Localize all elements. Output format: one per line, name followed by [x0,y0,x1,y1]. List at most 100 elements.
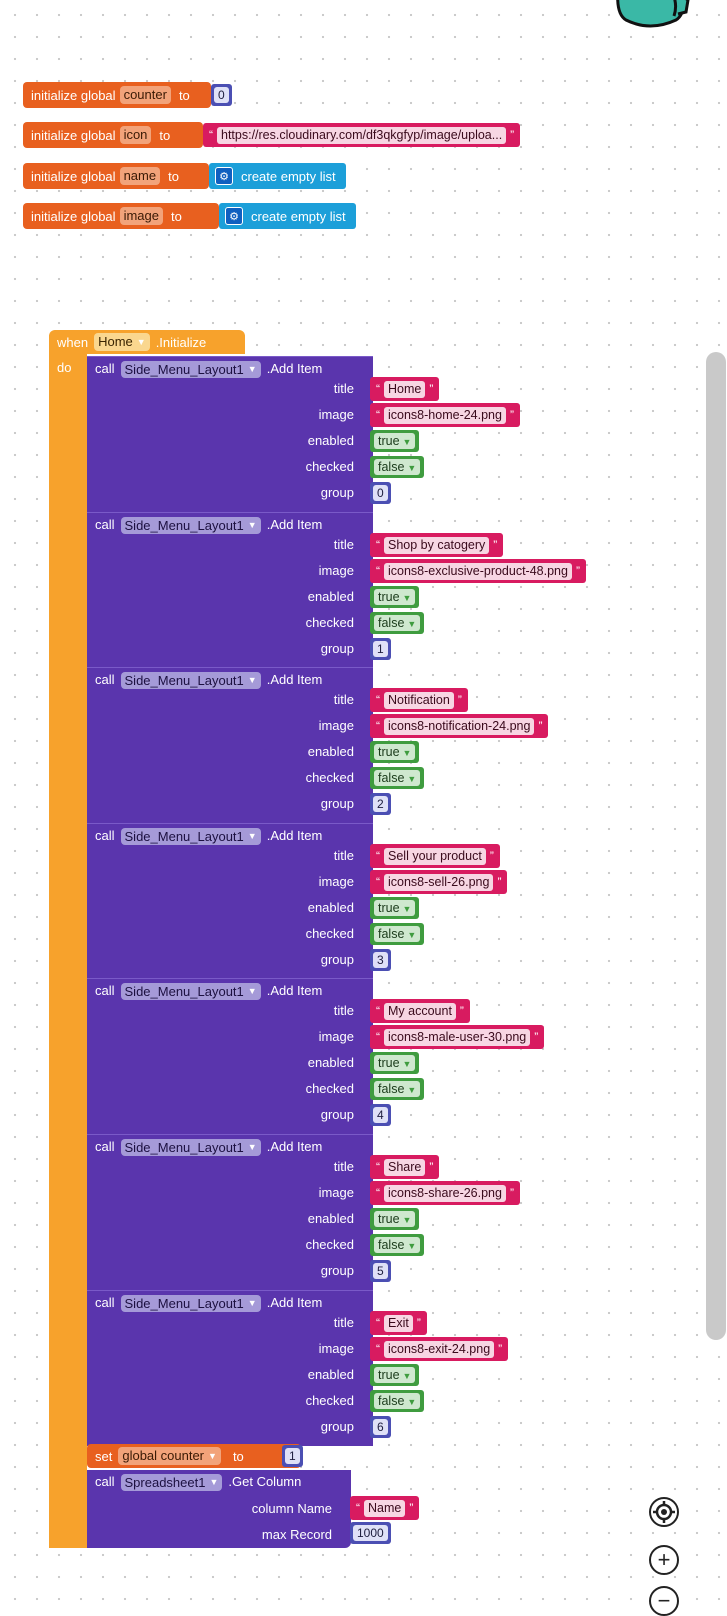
boolean-block-enabled[interactable]: true ▼ [370,586,420,608]
title-text-field[interactable]: Share [384,1158,426,1176]
text-block-title[interactable]: “Shop by catogery” [370,533,504,557]
component-dropdown[interactable]: Side_Menu_Layout1 ▼ [120,361,261,378]
max-record-value[interactable]: 1000 [353,1525,388,1541]
checked-dropdown[interactable]: false ▼ [374,615,421,631]
enabled-dropdown[interactable]: true ▼ [374,589,416,605]
add-item-call-block[interactable]: call Side_Menu_Layout1 ▼ .Add Item [87,1134,373,1290]
add-item-call-block[interactable]: call Side_Menu_Layout1 ▼ .Add Item [87,978,373,1134]
component-dropdown[interactable]: Home ▼ [94,333,150,351]
group-number-field[interactable]: 0 [373,485,388,501]
url-text-field[interactable]: https://res.cloudinary.com/df3qkgfyp/ima… [217,126,507,144]
enabled-dropdown[interactable]: true ▼ [374,433,416,449]
text-block-image[interactable]: “icons8-notification-24.png” [370,714,549,738]
title-text-field[interactable]: Home [384,380,426,398]
text-block-image[interactable]: “icons8-male-user-30.png” [370,1025,545,1049]
text-block-image[interactable]: “icons8-share-26.png” [370,1181,520,1205]
boolean-block-checked[interactable]: false ▼ [370,612,425,634]
component-dropdown[interactable]: Side_Menu_Layout1 ▼ [120,983,261,1000]
text-block-title[interactable]: “Exit” [370,1311,427,1335]
checked-dropdown[interactable]: false ▼ [374,459,421,475]
image-text-field[interactable]: icons8-sell-26.png [384,873,494,891]
title-text-field[interactable]: Exit [384,1314,413,1332]
checked-dropdown[interactable]: false ▼ [374,770,421,786]
number-block-group[interactable]: 2 [370,793,391,815]
component-dropdown[interactable]: Side_Menu_Layout1 ▼ [120,517,261,534]
number-block-group[interactable]: 3 [370,949,391,971]
boolean-block-enabled[interactable]: true ▼ [370,1052,420,1074]
number-block-group[interactable]: 4 [370,1104,391,1126]
number-block-group[interactable]: 5 [370,1260,391,1282]
gear-icon[interactable]: ⚙ [225,207,243,225]
boolean-block-checked[interactable]: false ▼ [370,923,425,945]
image-text-field[interactable]: icons8-notification-24.png [384,717,535,735]
group-number-field[interactable]: 6 [373,1419,388,1435]
text-block-image[interactable]: “icons8-home-24.png” [370,403,520,427]
checked-dropdown[interactable]: false ▼ [374,1081,421,1097]
gear-icon[interactable]: ⚙ [215,167,233,185]
checked-dropdown[interactable]: false ▼ [374,1393,421,1409]
add-item-call-block[interactable]: call Side_Menu_Layout1 ▼ .Add Item [87,667,373,823]
group-number-field[interactable]: 3 [373,952,388,968]
number-block-group[interactable]: 0 [370,482,391,504]
number-block[interactable]: 0 [211,84,232,106]
boolean-block-enabled[interactable]: true ▼ [370,430,420,452]
variable-dropdown[interactable]: global counter ▼ [118,1447,221,1465]
initialize-global-block[interactable]: initialize global icon to [23,122,203,148]
set-value-field[interactable]: 1 [285,1448,300,1464]
group-number-field[interactable]: 4 [373,1107,388,1123]
add-item-call-block[interactable]: call Side_Menu_Layout1 ▼ .Add Item [87,1290,373,1446]
component-dropdown[interactable]: Side_Menu_Layout1 ▼ [120,828,261,845]
trash-icon[interactable] [612,0,690,34]
global-name-field[interactable]: counter [119,86,171,104]
max-record-number-block[interactable]: 1000 [350,1522,391,1544]
title-text-field[interactable]: Sell your product [384,847,486,865]
component-dropdown[interactable]: Side_Menu_Layout1 ▼ [120,1295,261,1312]
text-block-image[interactable]: “icons8-exit-24.png” [370,1337,509,1361]
boolean-block-enabled[interactable]: true ▼ [370,1208,420,1230]
initialize-global-block[interactable]: initialize global image to [23,203,219,229]
add-item-call-block[interactable]: call Side_Menu_Layout1 ▼ .Add Item [87,823,373,979]
enabled-dropdown[interactable]: true ▼ [374,1055,416,1071]
enabled-dropdown[interactable]: true ▼ [374,1367,416,1383]
set-global-counter-block[interactable]: set global counter ▼ to [87,1444,301,1468]
target-icon[interactable] [649,1497,679,1527]
component-dropdown[interactable]: Side_Menu_Layout1 ▼ [120,1139,261,1156]
enabled-dropdown[interactable]: true ▼ [374,900,416,916]
boolean-block-enabled[interactable]: true ▼ [370,741,420,763]
global-name-field[interactable]: image [119,207,163,225]
event-block-header[interactable]: when Home ▼ .Initialize [49,330,245,354]
component-dropdown[interactable]: Side_Menu_Layout1 ▼ [120,672,261,689]
boolean-block-checked[interactable]: false ▼ [370,1390,425,1412]
boolean-block-checked[interactable]: false ▼ [370,767,425,789]
number-block-group[interactable]: 1 [370,638,391,660]
enabled-dropdown[interactable]: true ▼ [374,1211,416,1227]
text-block-title[interactable]: “My account” [370,999,470,1023]
boolean-block-checked[interactable]: false ▼ [370,456,425,478]
group-number-field[interactable]: 5 [373,1263,388,1279]
boolean-block-enabled[interactable]: true ▼ [370,897,420,919]
image-text-field[interactable]: icons8-exclusive-product-48.png [384,562,572,580]
spreadsheet-dropdown[interactable]: Spreadsheet1 ▼ [120,1474,223,1491]
number-field[interactable]: 0 [214,87,229,103]
global-name-field[interactable]: icon [119,126,152,144]
text-block-image[interactable]: “icons8-sell-26.png” [370,870,508,894]
set-value-number-block[interactable]: 1 [282,1445,303,1467]
text-block-image[interactable]: “icons8-exclusive-product-48.png” [370,559,586,583]
title-text-field[interactable]: Notification [384,691,454,709]
global-name-field[interactable]: name [119,167,161,185]
title-text-field[interactable]: My account [384,1002,456,1020]
enabled-dropdown[interactable]: true ▼ [374,744,416,760]
initialize-global-block[interactable]: initialize global name to [23,163,209,189]
text-block[interactable]: “https://res.cloudinary.com/df3qkgfyp/im… [203,123,521,147]
image-text-field[interactable]: icons8-home-24.png [384,406,506,424]
text-block-title[interactable]: “Share” [370,1155,440,1179]
vertical-scrollbar[interactable] [706,352,726,1340]
title-text-field[interactable]: Shop by catogery [384,536,490,554]
checked-dropdown[interactable]: false ▼ [374,926,421,942]
group-number-field[interactable]: 2 [373,796,388,812]
image-text-field[interactable]: icons8-male-user-30.png [384,1028,531,1046]
plus-circle-icon[interactable]: + [649,1545,679,1575]
add-item-call-block[interactable]: call Side_Menu_Layout1 ▼ .Add Item [87,512,373,668]
get-column-block[interactable]: call Spreadsheet1 ▼ .Get Column [87,1470,351,1548]
number-block-group[interactable]: 6 [370,1416,391,1438]
